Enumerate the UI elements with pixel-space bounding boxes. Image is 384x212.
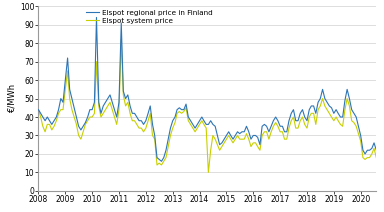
Line: Elspot regional price in Finland: Elspot regional price in Finland bbox=[38, 17, 376, 161]
Legend: Elspot regional price in Finland, Elspot system price: Elspot regional price in Finland, Elspot… bbox=[83, 7, 215, 27]
Y-axis label: €/MWh: €/MWh bbox=[8, 84, 17, 113]
Line: Elspot system price: Elspot system price bbox=[38, 40, 376, 172]
